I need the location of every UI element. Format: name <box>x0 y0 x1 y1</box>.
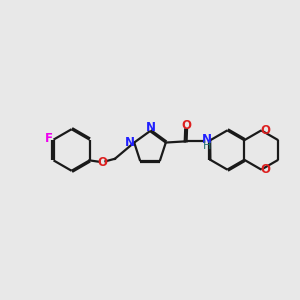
Text: O: O <box>97 156 107 169</box>
Text: N: N <box>202 133 212 146</box>
Text: O: O <box>181 119 191 132</box>
Text: N: N <box>125 136 135 149</box>
Text: O: O <box>260 163 270 176</box>
Text: H: H <box>203 141 212 151</box>
Text: O: O <box>260 124 270 137</box>
Text: F: F <box>44 132 52 145</box>
Text: N: N <box>146 121 156 134</box>
